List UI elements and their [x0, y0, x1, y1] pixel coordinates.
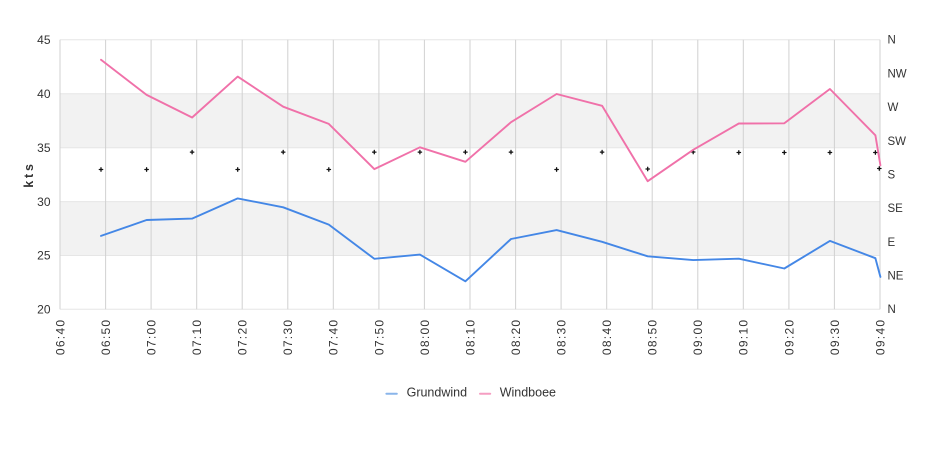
svg-text:07:30: 07:30: [281, 319, 295, 356]
svg-text:kts: kts: [22, 161, 36, 187]
svg-text:09:30: 09:30: [828, 319, 842, 356]
svg-text:07:00: 07:00: [145, 319, 159, 356]
svg-text:07:40: 07:40: [327, 319, 341, 356]
svg-text:08:00: 08:00: [418, 319, 432, 356]
svg-text:SW: SW: [888, 136, 907, 148]
svg-text:06:50: 06:50: [99, 319, 113, 356]
svg-text:Windboee: Windboee: [500, 386, 556, 400]
svg-text:08:40: 08:40: [600, 319, 614, 356]
svg-text:S: S: [888, 169, 896, 181]
svg-text:N: N: [888, 304, 896, 316]
svg-text:35: 35: [37, 141, 51, 155]
svg-text:45: 45: [37, 33, 51, 47]
svg-text:07:20: 07:20: [236, 319, 250, 356]
svg-text:08:50: 08:50: [646, 319, 660, 356]
svg-text:07:10: 07:10: [190, 319, 204, 356]
svg-text:09:20: 09:20: [782, 319, 796, 356]
svg-text:20: 20: [37, 302, 51, 316]
svg-text:06:40: 06:40: [53, 319, 67, 356]
svg-text:25: 25: [37, 249, 51, 263]
svg-text:N: N: [888, 35, 896, 47]
svg-text:30: 30: [37, 195, 51, 209]
svg-text:08:30: 08:30: [555, 319, 569, 356]
svg-text:40: 40: [37, 87, 51, 101]
svg-text:09:40: 09:40: [873, 319, 887, 356]
svg-text:09:00: 09:00: [691, 319, 705, 356]
svg-text:07:50: 07:50: [372, 319, 386, 356]
svg-text:09:10: 09:10: [737, 319, 751, 356]
svg-text:Grundwind: Grundwind: [407, 386, 467, 400]
svg-text:08:10: 08:10: [463, 319, 477, 356]
svg-text:SE: SE: [888, 203, 904, 215]
svg-text:NW: NW: [888, 68, 907, 80]
svg-text:08:20: 08:20: [509, 319, 523, 356]
svg-text:NE: NE: [888, 271, 904, 283]
svg-text:W: W: [888, 102, 899, 114]
svg-text:E: E: [888, 237, 896, 249]
